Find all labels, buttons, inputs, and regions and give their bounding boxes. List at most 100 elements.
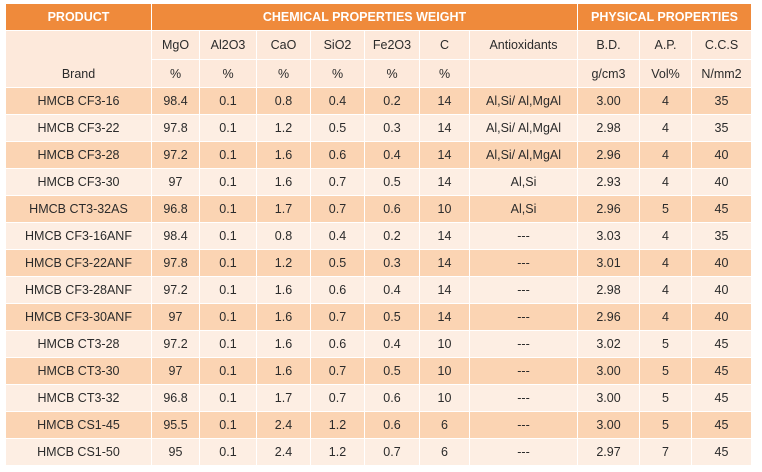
value-cell: 3.00: [578, 412, 640, 439]
value-cell: 0.4: [311, 88, 365, 115]
value-cell: 40: [692, 304, 752, 331]
value-cell: 0.6: [365, 385, 420, 412]
value-cell: 5: [640, 385, 692, 412]
value-cell: 0.1: [200, 385, 257, 412]
value-cell: Al,Si/ Al,MgAl: [470, 115, 578, 142]
value-cell: 0.8: [257, 223, 311, 250]
value-cell: ---: [470, 304, 578, 331]
column-name: C: [420, 31, 470, 60]
value-cell: 2.98: [578, 115, 640, 142]
value-cell: 4: [640, 142, 692, 169]
column-unit: N/mm2: [692, 60, 752, 88]
value-cell: 1.6: [257, 169, 311, 196]
value-cell: 1.6: [257, 142, 311, 169]
brand-cell: HMCB CS1-50: [6, 439, 152, 466]
value-cell: 0.3: [365, 115, 420, 142]
value-cell: 2.98: [578, 277, 640, 304]
value-cell: 0.7: [311, 358, 365, 385]
value-cell: 0.5: [311, 250, 365, 277]
value-cell: 0.7: [365, 439, 420, 466]
value-cell: 0.1: [200, 115, 257, 142]
value-cell: 2.93: [578, 169, 640, 196]
value-cell: 1.2: [311, 412, 365, 439]
column-name: Antioxidants: [470, 31, 578, 60]
brand-cell: HMCB CT3-32AS: [6, 196, 152, 223]
value-cell: 4: [640, 169, 692, 196]
value-cell: 97.8: [152, 250, 200, 277]
value-cell: 6: [420, 412, 470, 439]
value-cell: Al,Si/ Al,MgAl: [470, 142, 578, 169]
column-name: SiO2: [311, 31, 365, 60]
value-cell: 0.5: [365, 304, 420, 331]
value-cell: 4: [640, 304, 692, 331]
value-cell: 0.1: [200, 439, 257, 466]
column-name: C.C.S: [692, 31, 752, 60]
value-cell: 0.4: [365, 277, 420, 304]
value-cell: 4: [640, 88, 692, 115]
column-unit: Vol%: [640, 60, 692, 88]
value-cell: 45: [692, 196, 752, 223]
value-cell: 14: [420, 169, 470, 196]
column-unit: g/cm3: [578, 60, 640, 88]
value-cell: 3.00: [578, 88, 640, 115]
value-cell: 95: [152, 439, 200, 466]
value-cell: 0.5: [365, 169, 420, 196]
value-cell: 97: [152, 304, 200, 331]
value-cell: 45: [692, 412, 752, 439]
value-cell: 0.1: [200, 142, 257, 169]
value-cell: 4: [640, 223, 692, 250]
value-cell: 1.6: [257, 277, 311, 304]
value-cell: Al,Si/ Al,MgAl: [470, 88, 578, 115]
value-cell: 1.2: [257, 250, 311, 277]
value-cell: 4: [640, 115, 692, 142]
value-cell: 0.7: [311, 169, 365, 196]
value-cell: 3.02: [578, 331, 640, 358]
brand-cell: HMCB CF3-28ANF: [6, 277, 152, 304]
value-cell: 10: [420, 331, 470, 358]
value-cell: 40: [692, 250, 752, 277]
value-cell: 2.96: [578, 196, 640, 223]
value-cell: 0.2: [365, 88, 420, 115]
value-cell: 96.8: [152, 385, 200, 412]
value-cell: 35: [692, 115, 752, 142]
value-cell: 97.2: [152, 331, 200, 358]
value-cell: 97.2: [152, 277, 200, 304]
value-cell: 97.2: [152, 142, 200, 169]
brand-cell: HMCB CS1-45: [6, 412, 152, 439]
value-cell: 1.2: [257, 115, 311, 142]
value-cell: 14: [420, 142, 470, 169]
value-cell: 0.1: [200, 223, 257, 250]
value-cell: 0.2: [365, 223, 420, 250]
brand-cell: HMCB CT3-30: [6, 358, 152, 385]
value-cell: 2.96: [578, 304, 640, 331]
value-cell: 0.3: [365, 250, 420, 277]
value-cell: 1.2: [311, 439, 365, 466]
value-cell: ---: [470, 223, 578, 250]
value-cell: 0.4: [365, 142, 420, 169]
column-name: MgO: [152, 31, 200, 60]
value-cell: 0.7: [311, 196, 365, 223]
value-cell: Al,Si: [470, 196, 578, 223]
value-cell: 4: [640, 277, 692, 304]
column-name: Fe2O3: [365, 31, 420, 60]
value-cell: 3.03: [578, 223, 640, 250]
brand-cell: HMCB CF3-30ANF: [6, 304, 152, 331]
value-cell: 45: [692, 331, 752, 358]
value-cell: 45: [692, 439, 752, 466]
value-cell: 45: [692, 358, 752, 385]
value-cell: 35: [692, 88, 752, 115]
brand-label: Brand: [6, 31, 152, 88]
value-cell: 0.1: [200, 412, 257, 439]
value-cell: 96.8: [152, 196, 200, 223]
value-cell: 97.8: [152, 115, 200, 142]
brand-cell: HMCB CF3-16ANF: [6, 223, 152, 250]
value-cell: 45: [692, 385, 752, 412]
column-name: CaO: [257, 31, 311, 60]
value-cell: 14: [420, 304, 470, 331]
value-cell: 10: [420, 358, 470, 385]
value-cell: 4: [640, 250, 692, 277]
value-cell: 40: [692, 277, 752, 304]
brand-cell: HMCB CT3-28: [6, 331, 152, 358]
column-name: B.D.: [578, 31, 640, 60]
brand-cell: HMCB CF3-22: [6, 115, 152, 142]
